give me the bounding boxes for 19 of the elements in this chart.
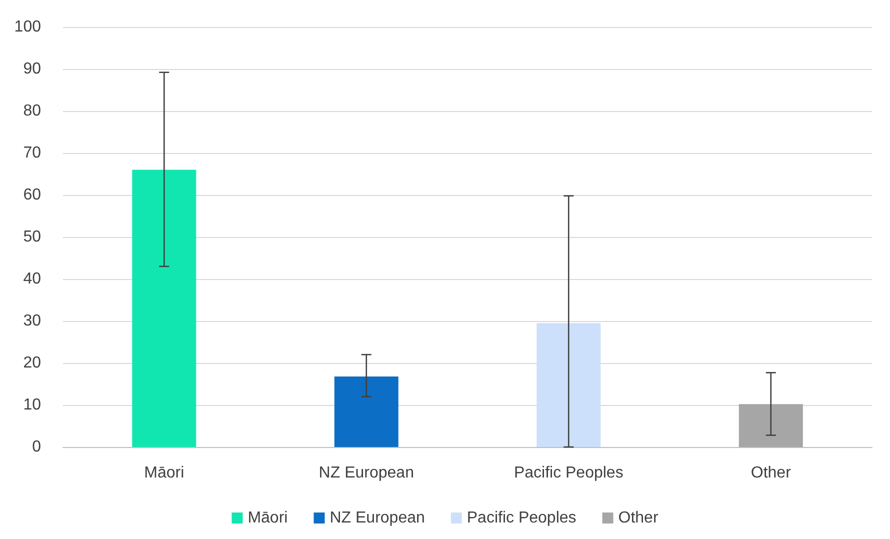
y-tick-label: 20 xyxy=(23,354,42,372)
y-tick-label: 50 xyxy=(23,228,42,246)
y-tick-label: 60 xyxy=(23,186,42,204)
y-tick-label: 10 xyxy=(23,396,42,414)
y-tick-label: 90 xyxy=(23,60,42,78)
x-tick-label: NZ European xyxy=(318,464,414,482)
legend-label: Other xyxy=(618,510,659,526)
x-tick-label: Māori xyxy=(144,464,184,482)
x-tick-label: Pacific Peoples xyxy=(514,464,624,482)
y-tick-label: 40 xyxy=(23,270,42,288)
y-tick-label: 70 xyxy=(23,144,42,162)
y-tick-label: 0 xyxy=(32,438,42,456)
legend-label: NZ European xyxy=(330,510,425,526)
legend-label: Pacific Peoples xyxy=(466,510,576,526)
y-tick-label: 80 xyxy=(23,102,42,120)
legend-label: Māori xyxy=(248,510,288,526)
y-tick-label: 100 xyxy=(14,18,42,36)
y-tick-label: 30 xyxy=(23,312,42,330)
x-tick-label: Other xyxy=(750,464,792,482)
